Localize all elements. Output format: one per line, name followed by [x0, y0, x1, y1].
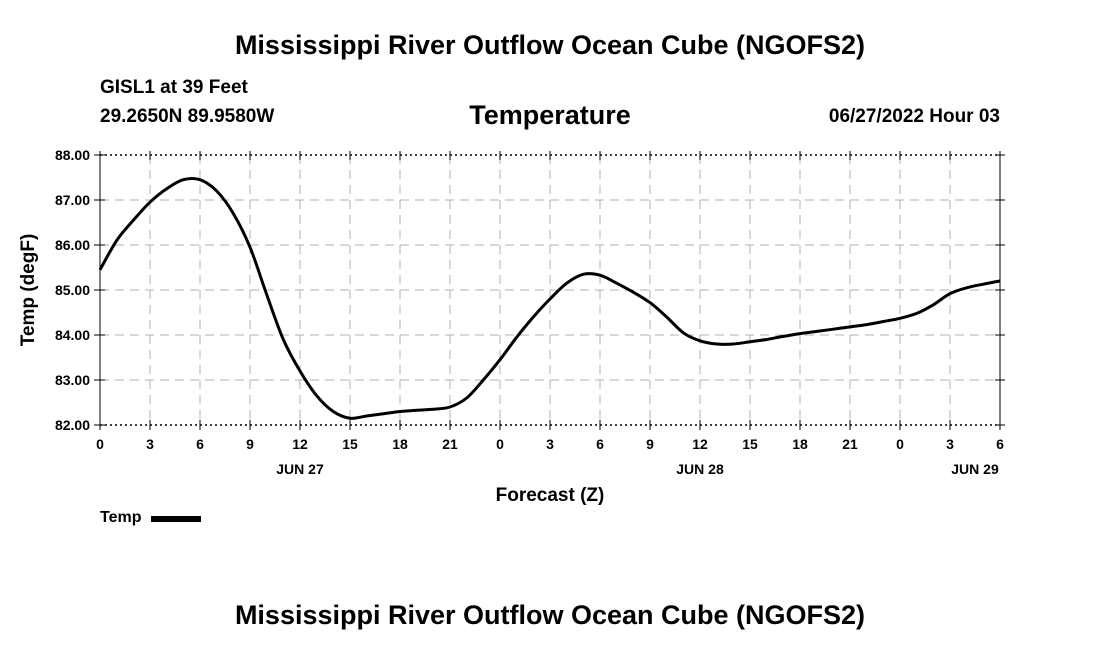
x-tick-label: 3: [146, 436, 154, 452]
y-tick-label: 86.00: [55, 237, 90, 253]
x-tick-label: 0: [896, 436, 904, 452]
y-tick-label: 87.00: [55, 192, 90, 208]
x-tick-label: 3: [546, 436, 554, 452]
x-day-label: JUN 29: [951, 461, 999, 477]
x-tick-label: 6: [196, 436, 204, 452]
x-tick-label: 9: [646, 436, 654, 452]
y-tick-label: 85.00: [55, 282, 90, 298]
x-tick-label: 18: [392, 436, 408, 452]
x-tick-label: 21: [842, 436, 858, 452]
x-tick-label: 9: [246, 436, 254, 452]
station-coordinates: 29.2650N 89.9580W: [100, 106, 275, 127]
x-tick-label: 0: [96, 436, 104, 452]
chart-title: Temperature: [469, 100, 631, 130]
x-tick-label: 12: [292, 436, 308, 452]
y-tick-label: 84.00: [55, 327, 90, 343]
x-tick-label: 0: [496, 436, 504, 452]
x-tick-label: 21: [442, 436, 458, 452]
x-tick-label: 3: [946, 436, 954, 452]
legend-swatch: [151, 516, 202, 522]
x-day-label: JUN 28: [676, 461, 724, 477]
x-tick-label: 15: [342, 436, 358, 452]
y-axis-title: Temp (degF): [18, 234, 39, 347]
y-tick-label: 82.00: [55, 417, 90, 433]
forecast-run-date: 06/27/2022 Hour 03: [828, 106, 1000, 127]
temp-series-line: [98, 176, 1001, 420]
x-axis-title: Forecast (Z): [496, 485, 605, 506]
legend: Temp: [100, 509, 202, 527]
axes: [94, 151, 1005, 430]
station-label: GISL1 at 39 Feet: [100, 77, 248, 98]
page-title-bottom: Mississippi River Outflow Ocean Cube (NG…: [234, 600, 866, 630]
y-tick-label: 88.00: [55, 147, 90, 163]
y-tick-label: 83.00: [55, 372, 90, 388]
x-tick-label: 6: [996, 436, 1004, 452]
x-tick-label: 15: [742, 436, 758, 452]
x-tick-label: 12: [692, 436, 708, 452]
x-tick-label: 6: [596, 436, 604, 452]
x-tick-label: 18: [792, 436, 808, 452]
legend-entry-label: Temp: [100, 509, 142, 526]
axis-labels: 0 3 6 9 12 15 18 21 0 3 6 9 12 15 18 21 0 3 6 82.00 83.00 84.…: [18, 147, 1004, 506]
page-title: Mississippi River Outflow Ocean Cube (NG…: [234, 30, 866, 60]
x-day-label: JUN 27: [276, 461, 324, 477]
grid: [100, 155, 1000, 425]
series: [98, 176, 1001, 420]
